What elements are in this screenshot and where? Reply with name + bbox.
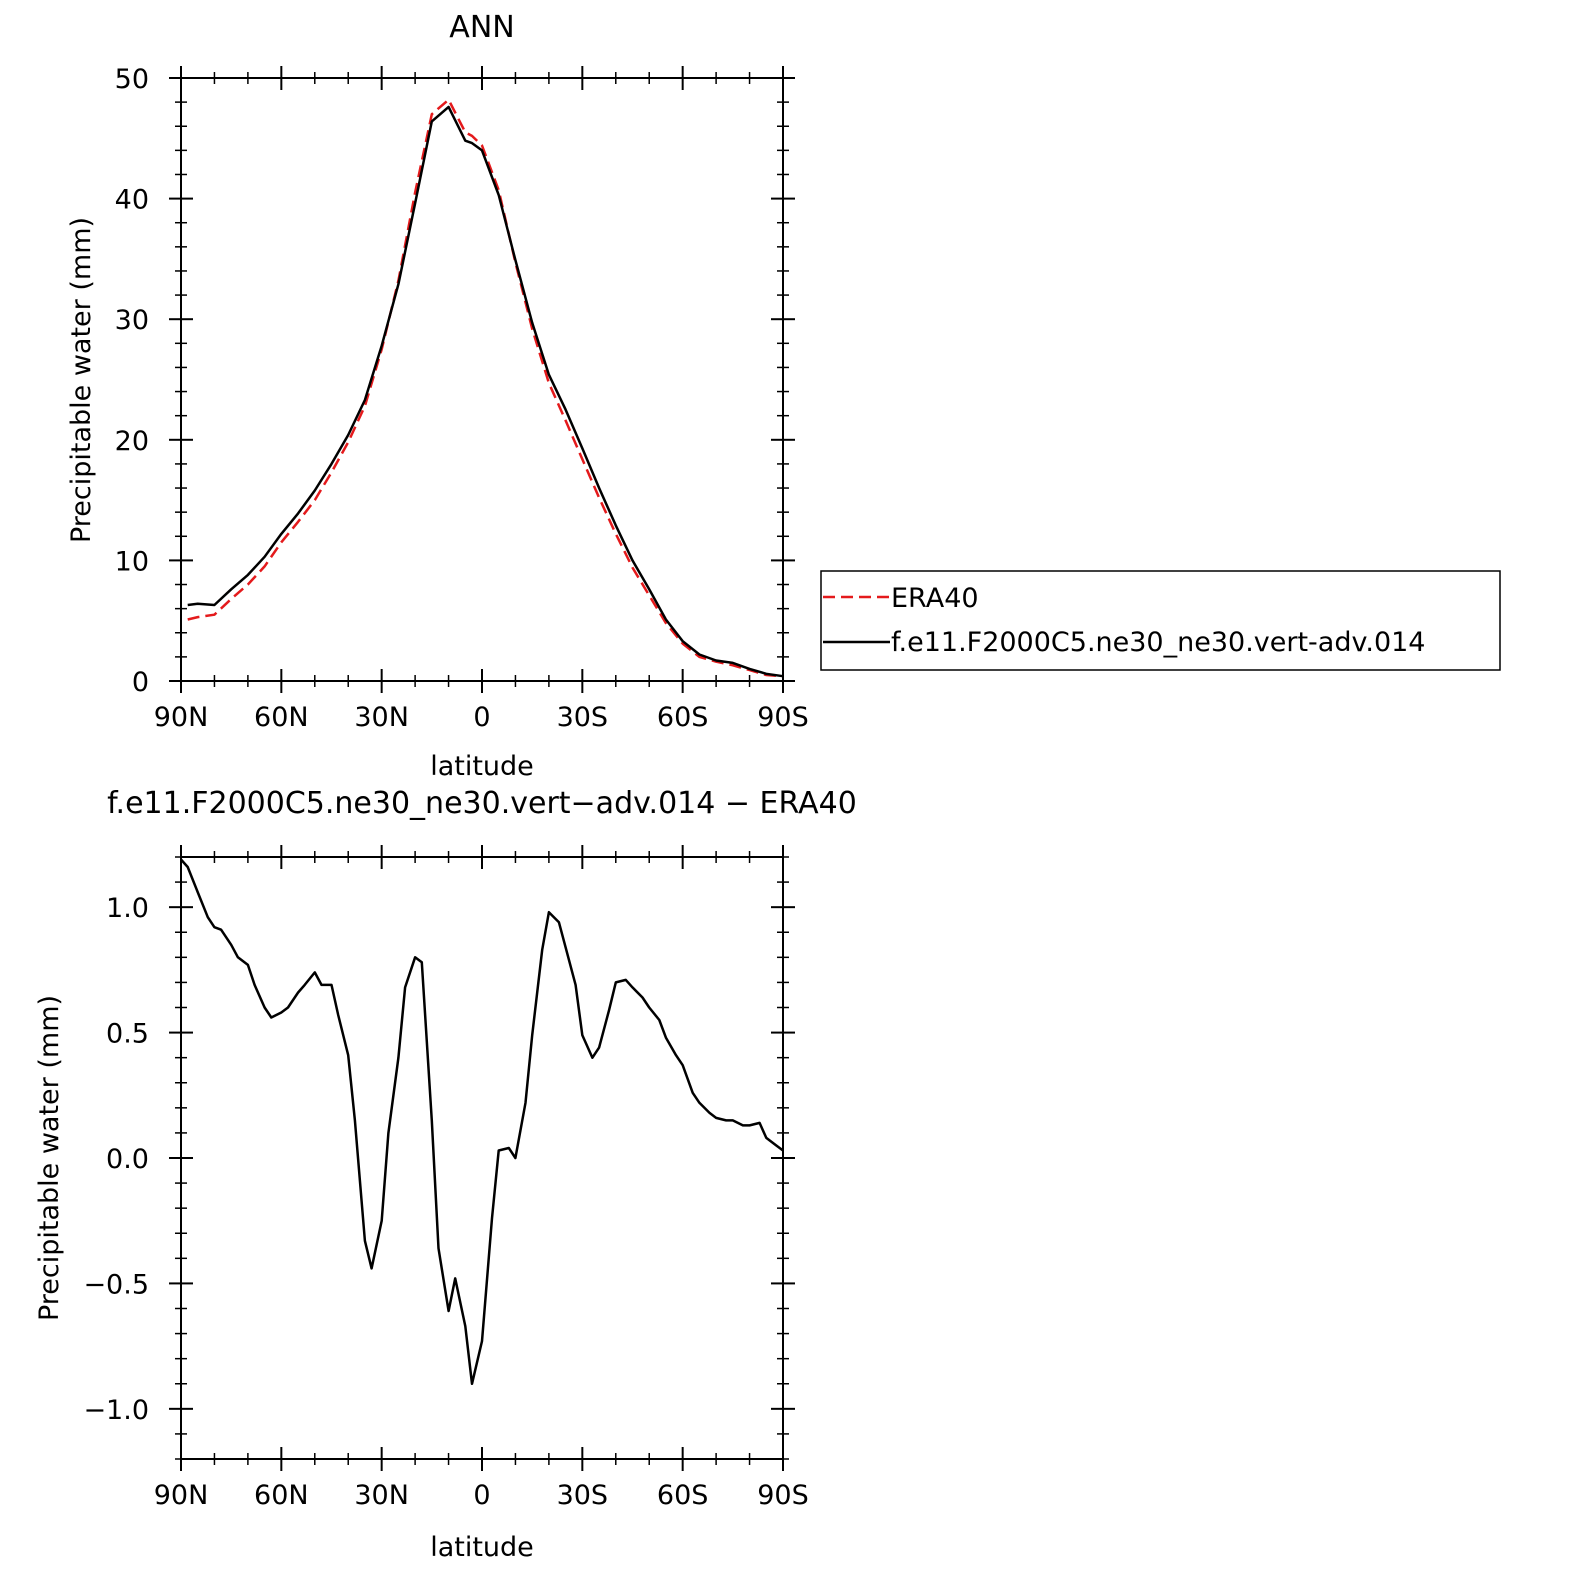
chart-top-x-tick-label: 30N bbox=[354, 702, 409, 733]
chart-bottom-x-tick-label: 30N bbox=[354, 1480, 409, 1511]
legend-label-era40: ERA40 bbox=[891, 583, 979, 614]
chart-bottom-y-tick-label: 0.5 bbox=[106, 1019, 149, 1050]
chart-top-x-tick-label: 30S bbox=[557, 702, 609, 733]
chart-bottom-x-tick-label: 90N bbox=[154, 1480, 209, 1511]
chart-bottom-series bbox=[180, 858, 784, 1386]
chart-top: ANN 90N 60N 30N 0 30S 60S 90S 0 10 20 30 40 50 lati… bbox=[66, 10, 809, 782]
chart-bottom-y-tick-label: −0.5 bbox=[83, 1269, 149, 1300]
chart-bottom-x-tick-label: 30S bbox=[557, 1480, 609, 1511]
chart-top-x-tick-label: 0 bbox=[473, 702, 490, 733]
chart-bottom-series-line-difference bbox=[180, 858, 784, 1386]
legend: ERA40 f.e11.F2000C5.ne30_ne30.vert-adv.0… bbox=[820, 570, 1501, 671]
chart-bottom-y-tick-label: −1.0 bbox=[83, 1395, 149, 1426]
chart-top-y-tick-labels: 0 10 20 30 40 50 bbox=[115, 64, 149, 698]
chart-bottom-frame bbox=[180, 856, 784, 1460]
chart-bottom-title: f.e11.F2000C5.ne30_ne30.vert−adv.014 − E… bbox=[107, 786, 857, 821]
chart-top-y-axis-label: Precipitable water (mm) bbox=[66, 217, 97, 543]
chart-bottom-y-tick-label: 1.0 bbox=[106, 893, 149, 924]
chart-top-x-tick-label: 60N bbox=[254, 702, 309, 733]
chart-bottom-x-tick-label: 90S bbox=[757, 1480, 809, 1511]
chart-bottom-ticks bbox=[169, 845, 795, 1471]
chart-top-ticks bbox=[169, 66, 795, 693]
chart-top-y-tick-label: 0 bbox=[132, 667, 149, 698]
chart-top-series-line-era40 bbox=[187, 98, 784, 678]
chart-top-series bbox=[187, 98, 784, 678]
chart-bottom-x-tick-label: 60N bbox=[254, 1480, 309, 1511]
chart-top-title: ANN bbox=[449, 10, 514, 45]
chart-top-x-axis-label: latitude bbox=[430, 751, 534, 782]
chart-bottom-y-tick-label: 0.0 bbox=[106, 1144, 149, 1175]
chart-top-x-tick-labels: 90N 60N 30N 0 30S 60S 90S bbox=[154, 702, 809, 733]
chart-top-frame bbox=[180, 77, 784, 682]
legend-label-model: f.e11.F2000C5.ne30_ne30.vert-adv.014 bbox=[891, 627, 1425, 658]
chart-bottom-y-axis-label: Precipitable water (mm) bbox=[34, 995, 65, 1321]
chart-bottom-x-tick-labels: 90N 60N 30N 0 30S 60S 90S bbox=[154, 1480, 809, 1511]
chart-top-y-tick-label: 30 bbox=[115, 305, 149, 336]
legend-box bbox=[820, 570, 1501, 671]
chart-top-y-tick-label: 10 bbox=[115, 546, 149, 577]
chart-top-x-tick-label: 60S bbox=[657, 702, 709, 733]
chart-top-x-tick-label: 90N bbox=[154, 702, 209, 733]
chart-top-y-tick-label: 40 bbox=[115, 185, 149, 216]
chart-top-y-tick-label: 20 bbox=[115, 426, 149, 457]
chart-bottom-x-axis-label: latitude bbox=[430, 1532, 534, 1563]
chart-top-x-tick-label: 90S bbox=[757, 702, 809, 733]
chart-top-series-line-f-e11-f2000c5-ne30-ne30-vert-adv-014 bbox=[187, 105, 784, 678]
chart-top-y-tick-label: 50 bbox=[115, 64, 149, 95]
chart-bottom-y-tick-labels: −1.0 −0.5 0.0 0.5 1.0 bbox=[83, 893, 149, 1426]
chart-bottom-x-tick-label: 0 bbox=[473, 1480, 490, 1511]
chart-bottom-x-tick-label: 60S bbox=[657, 1480, 709, 1511]
chart-bottom: f.e11.F2000C5.ne30_ne30.vert−adv.014 − E… bbox=[34, 786, 857, 1563]
